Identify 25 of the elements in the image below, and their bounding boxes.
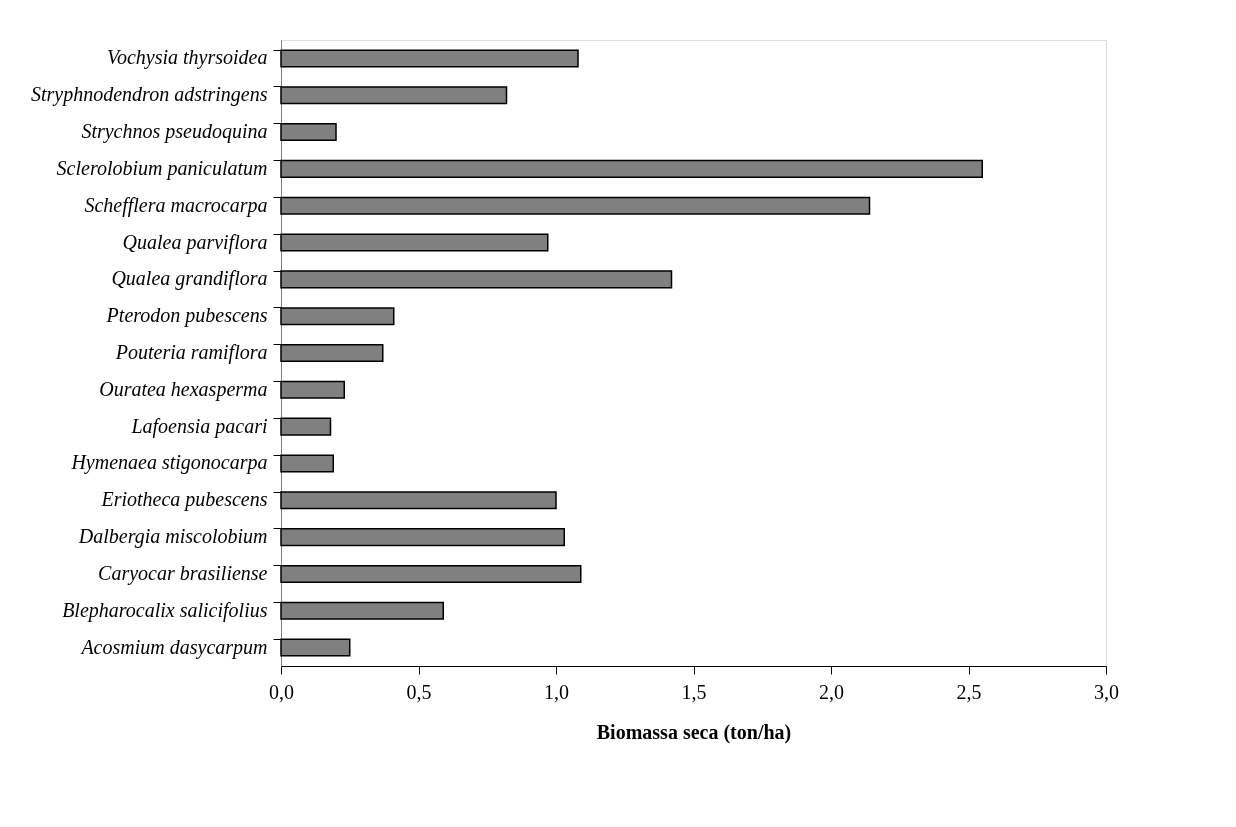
y-tick-label: Strychnos pseudoquina <box>81 120 268 144</box>
x-tick-label: 0,5 <box>406 680 432 703</box>
x-tick-label: 0,0 <box>269 680 294 703</box>
x-tick-label: 1,5 <box>681 680 707 703</box>
y-tick-label: Blepharocalix salicifolius <box>62 598 268 622</box>
y-tick-label: Qualea grandiflora <box>111 267 268 291</box>
x-tick-label: 2,0 <box>819 680 844 703</box>
y-tick-label: Eriotheca pubescens <box>100 488 268 512</box>
y-tick-label: Ouratea hexasperma <box>99 377 268 401</box>
x-tick-label: 1,0 <box>544 680 569 703</box>
y-tick-label: Acosmium dasycarpum <box>79 635 268 659</box>
y-tick-label: Dalbergia miscolobium <box>77 525 268 549</box>
y-tick-label: Qualea parviflora <box>122 230 268 254</box>
x-axis-title: Biomassa seca (ton/ha) <box>596 720 792 744</box>
y-tick-label: Caryocar brasiliense <box>98 561 268 585</box>
y-tick-label: Vochysia thyrsoidea <box>106 46 268 70</box>
x-tick-label: 3,0 <box>1094 680 1119 703</box>
y-tick-label: Schefflera macrocarpa <box>84 193 268 217</box>
y-tick-label: Lafoensia pacari <box>130 414 268 438</box>
y-tick-label: Pouteria ramiflora <box>114 341 268 364</box>
y-tick-label: Stryphnodendron adstringens <box>31 83 268 107</box>
y-tick-label: Pterodon pubescens <box>105 304 268 328</box>
y-tick-label: Hymenaea stigonocarpa <box>70 451 268 475</box>
y-tick-label: Sclerolobium paniculatum <box>56 156 268 180</box>
x-tick-label: 2,5 <box>956 680 982 703</box>
